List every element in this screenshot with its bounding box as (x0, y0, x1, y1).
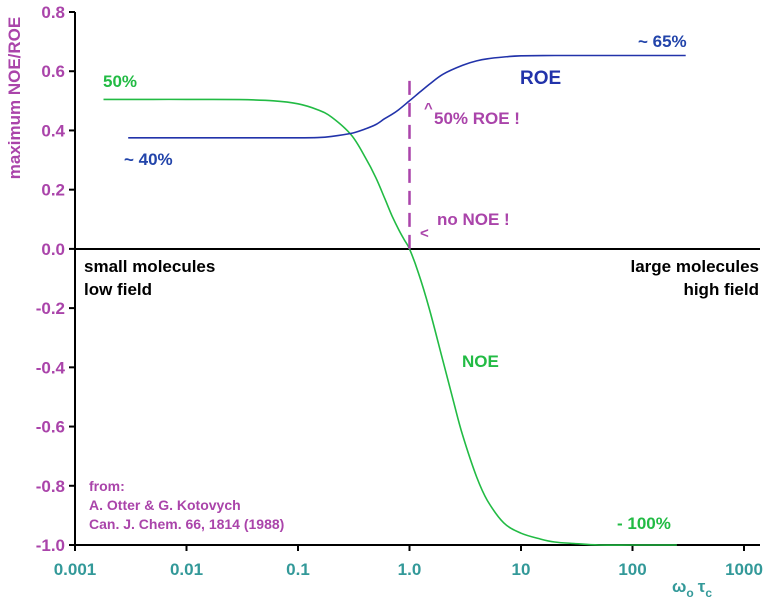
half-roe-label: 50% ROE ! (434, 109, 520, 128)
x-tick-label: 0.1 (286, 560, 310, 579)
roe-series-line (128, 54, 686, 139)
low-field-label: low field (84, 280, 152, 299)
y-tick-label: -0.4 (36, 358, 66, 377)
roe-start-label: ~ 40% (124, 150, 173, 169)
y-tick-label: 0.8 (41, 3, 65, 22)
y-axis-label: maximum NOE/ROE (5, 17, 24, 180)
y-tick-label: 0.0 (41, 240, 65, 259)
x-tick-label: 0.01 (170, 560, 203, 579)
x-tick-label: 1.0 (398, 560, 422, 579)
high-field-label: high field (683, 280, 759, 299)
y-tick-label: -0.8 (36, 477, 65, 496)
x-tick-group: 0.001 0.01 0.1 1.0 10 100 1000 (54, 545, 763, 579)
x-tick-label: 100 (618, 560, 646, 579)
source-from-label: from: (89, 478, 125, 494)
source-citation-label: Can. J. Chem. 66, 1814 (1988) (89, 516, 284, 532)
roe-end-label: ~ 65% (638, 32, 687, 51)
noe-series-label: NOE (462, 352, 499, 371)
y-tick-label: 0.4 (41, 121, 65, 140)
y-tick-label: -1.0 (36, 536, 65, 555)
source-authors-label: A. Otter & G. Kotovych (89, 497, 241, 513)
large-molecules-label: large molecules (630, 257, 759, 276)
y-tick-group: 0.8 0.6 0.4 0.2 0.0 -0.2 -0.4 -0.6 -0.8 -1.0 (36, 3, 75, 555)
y-tick-label: 0.2 (41, 181, 65, 200)
no-noe-arrow: < (420, 225, 429, 242)
noe-series-line (103, 98, 677, 546)
x-tick-label: 0.001 (54, 560, 97, 579)
x-axis-label: ωo τc (672, 577, 712, 600)
y-tick-label: 0.6 (41, 62, 65, 81)
y-tick-label: -0.6 (36, 418, 65, 437)
small-molecules-label: small molecules (84, 257, 215, 276)
noe-end-label: - 100% (617, 514, 671, 533)
half-roe-arrow: ^ (424, 100, 433, 117)
y-tick-label: -0.2 (36, 299, 65, 318)
x-tick-label: 10 (512, 560, 531, 579)
roe-series-label: ROE (520, 68, 561, 89)
x-tick-label: 1000 (725, 560, 763, 579)
noe-start-label: 50% (103, 72, 137, 91)
no-noe-label: no NOE ! (437, 210, 510, 229)
